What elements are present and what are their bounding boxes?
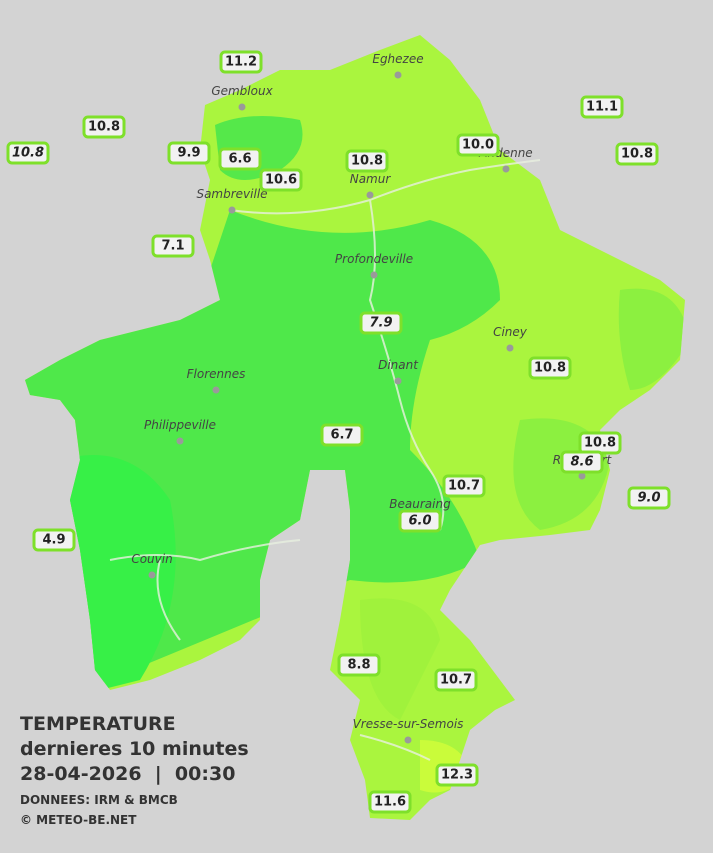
station-box [560,450,604,474]
station-temperature: 10.7 [448,479,480,494]
station-temperature: 9.9 [177,146,200,161]
station-temperature: 6.0 [408,514,431,529]
city-name: Gembloux [211,84,273,98]
city-dot [578,472,586,480]
legend-title: TEMPERATURE [20,713,176,735]
city-name: Florennes [187,367,246,381]
city-name: Couvin [131,552,172,566]
city-name: Sambreville [196,187,267,201]
station-box [368,790,412,814]
station-box [167,141,211,165]
city-name: Ciney [493,325,528,339]
station-box [442,474,486,498]
station-box [337,653,381,677]
city-dot [238,103,246,111]
station-temperature: 8.6 [570,455,593,470]
rivers [109,159,541,761]
city-name: Philippeville [144,418,216,432]
station-box [398,509,442,533]
station-temperature: 6.7 [330,428,353,443]
legend-datetime: 28-04-2026 | 00:30 [20,763,235,785]
city-dot [502,165,510,173]
station-temperature: 7.1 [161,239,184,254]
station-temperature: 10.8 [534,361,566,376]
station-temperature: 10.8 [621,147,653,162]
legend: TEMPERATURE dernieres 10 minutes 28-04-2… [20,713,249,827]
station-box [259,168,303,192]
station-temperature: 10.8 [12,146,44,161]
station-temperature: 10.8 [351,154,383,169]
station-box [615,142,659,166]
station-box [82,115,126,139]
station-temperature: 10.0 [462,138,494,153]
station-box [219,50,263,74]
city-name: Namur [350,172,392,186]
station-temperature: 11.2 [225,55,257,70]
city-dot [366,191,374,199]
city-dot [176,437,184,445]
station-temperature: 11.6 [374,795,406,810]
city-dot [394,377,402,385]
city-dot [370,271,378,279]
station-temperature: 10.7 [440,673,472,688]
station-box [320,423,364,447]
station-box [434,668,478,692]
city-dot [228,206,236,214]
station-box [435,763,479,787]
city-name: Vresse-sur-Semois [353,717,464,731]
legend-subtitle: dernieres 10 minutes [20,738,249,760]
station-box [580,95,624,119]
station-temperature: 12.3 [441,768,473,783]
legend-source: DONNEES: IRM & BMCB [20,793,178,807]
station-temperature: 4.9 [42,533,65,548]
city-dot [212,386,220,394]
station-temperature: 7.9 [369,316,392,331]
station-box [456,133,500,157]
station-temperature: 11.1 [586,100,618,115]
station-box [359,311,403,335]
city-dot [404,736,412,744]
station-box [345,149,389,173]
city-name: Profondeville [335,252,413,266]
city-dot [506,344,514,352]
station-temperature: 6.6 [228,152,251,167]
city-name: Eghezee [372,52,423,66]
station-temperature: 9.0 [637,491,660,506]
station-box [6,141,50,165]
station-box [32,528,76,552]
station-temperature: 8.8 [347,658,370,673]
city-name: Dinant [378,358,419,372]
station-temperature: 10.8 [584,436,616,451]
station-box [627,486,671,510]
city-dot [148,571,156,579]
city-name: Beauraing [389,497,451,511]
station-box [528,356,572,380]
station-temperature: 10.6 [265,173,297,188]
station-temperature: 10.8 [88,120,120,135]
station-box [151,234,195,258]
station-box [218,147,262,171]
city-dot [394,71,402,79]
legend-copyright: © METEO-BE.NET [20,813,137,827]
